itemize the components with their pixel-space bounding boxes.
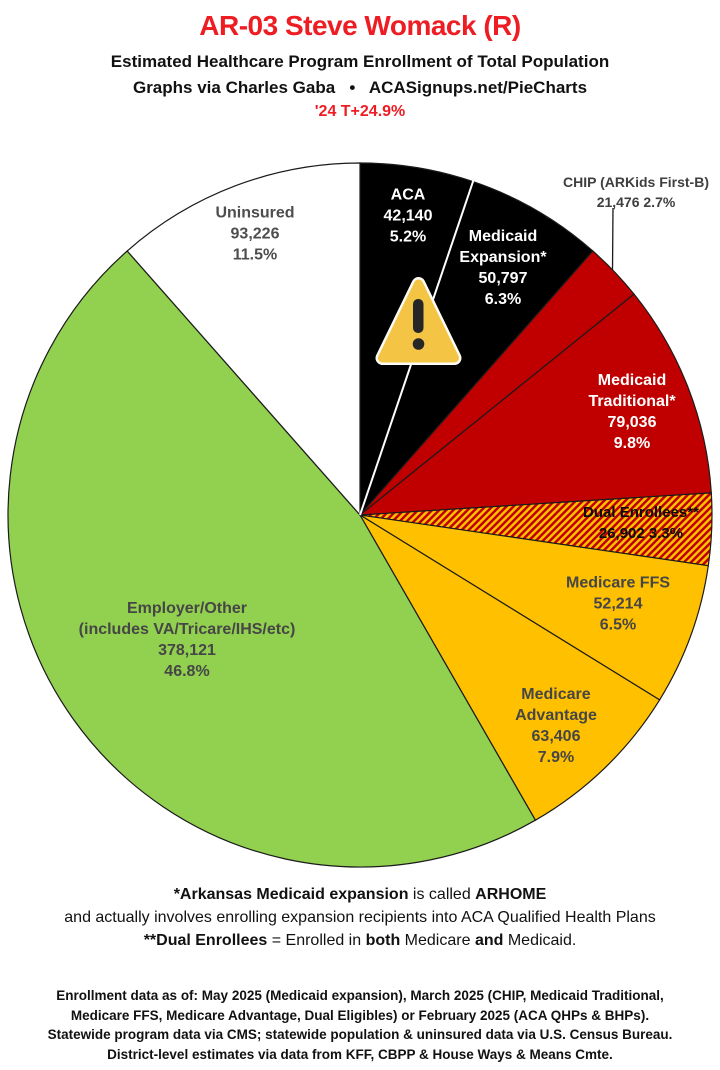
warning-exclamation-dot	[412, 338, 425, 350]
pie-slice-employer_other	[7, 250, 537, 868]
source-line: District-level estimates via data from K…	[107, 1046, 613, 1062]
source-notes: Enrollment data as of: May 2025 (Medicai…	[0, 986, 720, 1064]
pie-slice-medicare_ffs	[359, 514, 709, 701]
attribution-line: Graphs via Charles Gaba • ACASignups.net…	[132, 78, 588, 97]
source-line: Enrollment data as of: May 2025 (Medicai…	[56, 988, 664, 1003]
trend-note: '24 T+24.9%	[314, 103, 406, 120]
source-line: Medicare FFS, Medicare Advantage, Dual E…	[70, 1007, 650, 1023]
page-title: AR-03 Steve Womack (R)	[199, 10, 521, 41]
pie-slice-medicare_advantage	[359, 514, 661, 822]
footnote-line: and actually involves enrolling expansio…	[64, 909, 656, 926]
footnotes: *Arkansas Medicaid expansion is called A…	[0, 883, 720, 952]
chart-subtitle: Estimated Healthcare Program Enrollment …	[110, 52, 610, 71]
pie-slice-medicaid_expansion	[359, 180, 594, 516]
warning-exclamation-bar	[413, 299, 424, 333]
warning-icon	[375, 277, 462, 365]
chip-leader-line	[611, 207, 614, 271]
pie-slice-medicaid_traditional	[358, 293, 712, 516]
source-line: Statewide program data via CMS; statewid…	[47, 1027, 673, 1042]
footnote-line: *Arkansas Medicaid expansion is called A…	[173, 886, 547, 903]
pie-slice-uninsured	[126, 162, 361, 517]
footnote-line: **Dual Enrollees = Enrolled in both Medi…	[143, 932, 577, 949]
pie-slices	[7, 162, 713, 868]
